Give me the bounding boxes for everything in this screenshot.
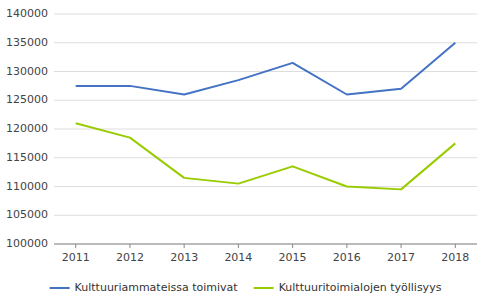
- x-tick: [75, 244, 76, 248]
- y-tick-label: 115000: [6, 151, 48, 164]
- y-tick-label: 100000: [6, 237, 48, 250]
- legend-label: Kulttuuriammateissa toimivat: [75, 281, 239, 294]
- x-tick: [346, 244, 347, 248]
- y-grid: [54, 14, 477, 244]
- grid-line: [54, 186, 477, 187]
- x-tick-label: 2014: [224, 251, 252, 264]
- y-tick-label: 120000: [6, 122, 48, 135]
- legend-swatch: [254, 287, 274, 289]
- x-tick-label: 2018: [441, 251, 469, 264]
- legend: Kulttuuriammateissa toimivat Kulttuuritoi…: [50, 281, 442, 294]
- x-tick-label: 2012: [116, 251, 144, 264]
- chart: 100000 105000 110000 115000 120000 125000 1300…: [0, 0, 491, 302]
- plot-area: [76, 43, 456, 190]
- x-axis-line: [54, 244, 477, 245]
- y-tick-label: 110000: [6, 180, 48, 193]
- y-tick-label: 140000: [6, 7, 48, 20]
- y-tick-label: 135000: [6, 36, 48, 49]
- grid-line: [54, 129, 477, 130]
- x-tick: [129, 244, 130, 248]
- grid-line: [54, 42, 477, 43]
- series-line: [76, 43, 456, 95]
- x-tick-label: 2015: [279, 251, 307, 264]
- grid-line: [54, 244, 477, 245]
- y-tick-label: 130000: [6, 65, 48, 78]
- x-tick: [455, 244, 456, 248]
- x-tick-label: 2017: [387, 251, 415, 264]
- grid-line: [54, 215, 477, 216]
- x-tick-label: 2011: [62, 251, 90, 264]
- series-line: [76, 123, 456, 189]
- grid-line: [54, 14, 477, 15]
- x-tick: [238, 244, 239, 248]
- x-tick-label: 2016: [333, 251, 361, 264]
- grid-line: [54, 157, 477, 158]
- legend-label: Kulttuuritoimialojen työllisyys: [279, 281, 442, 294]
- x-tick-label: 2013: [170, 251, 198, 264]
- grid-line: [54, 100, 477, 101]
- x-tick: [401, 244, 402, 248]
- legend-swatch: [50, 287, 70, 289]
- y-tick-label: 105000: [6, 208, 48, 221]
- x-tick: [292, 244, 293, 248]
- x-tick: [184, 244, 185, 248]
- chart-container: 100000 105000 110000 115000 120000 125000 1300…: [0, 0, 491, 302]
- y-tick-label: 125000: [6, 93, 48, 106]
